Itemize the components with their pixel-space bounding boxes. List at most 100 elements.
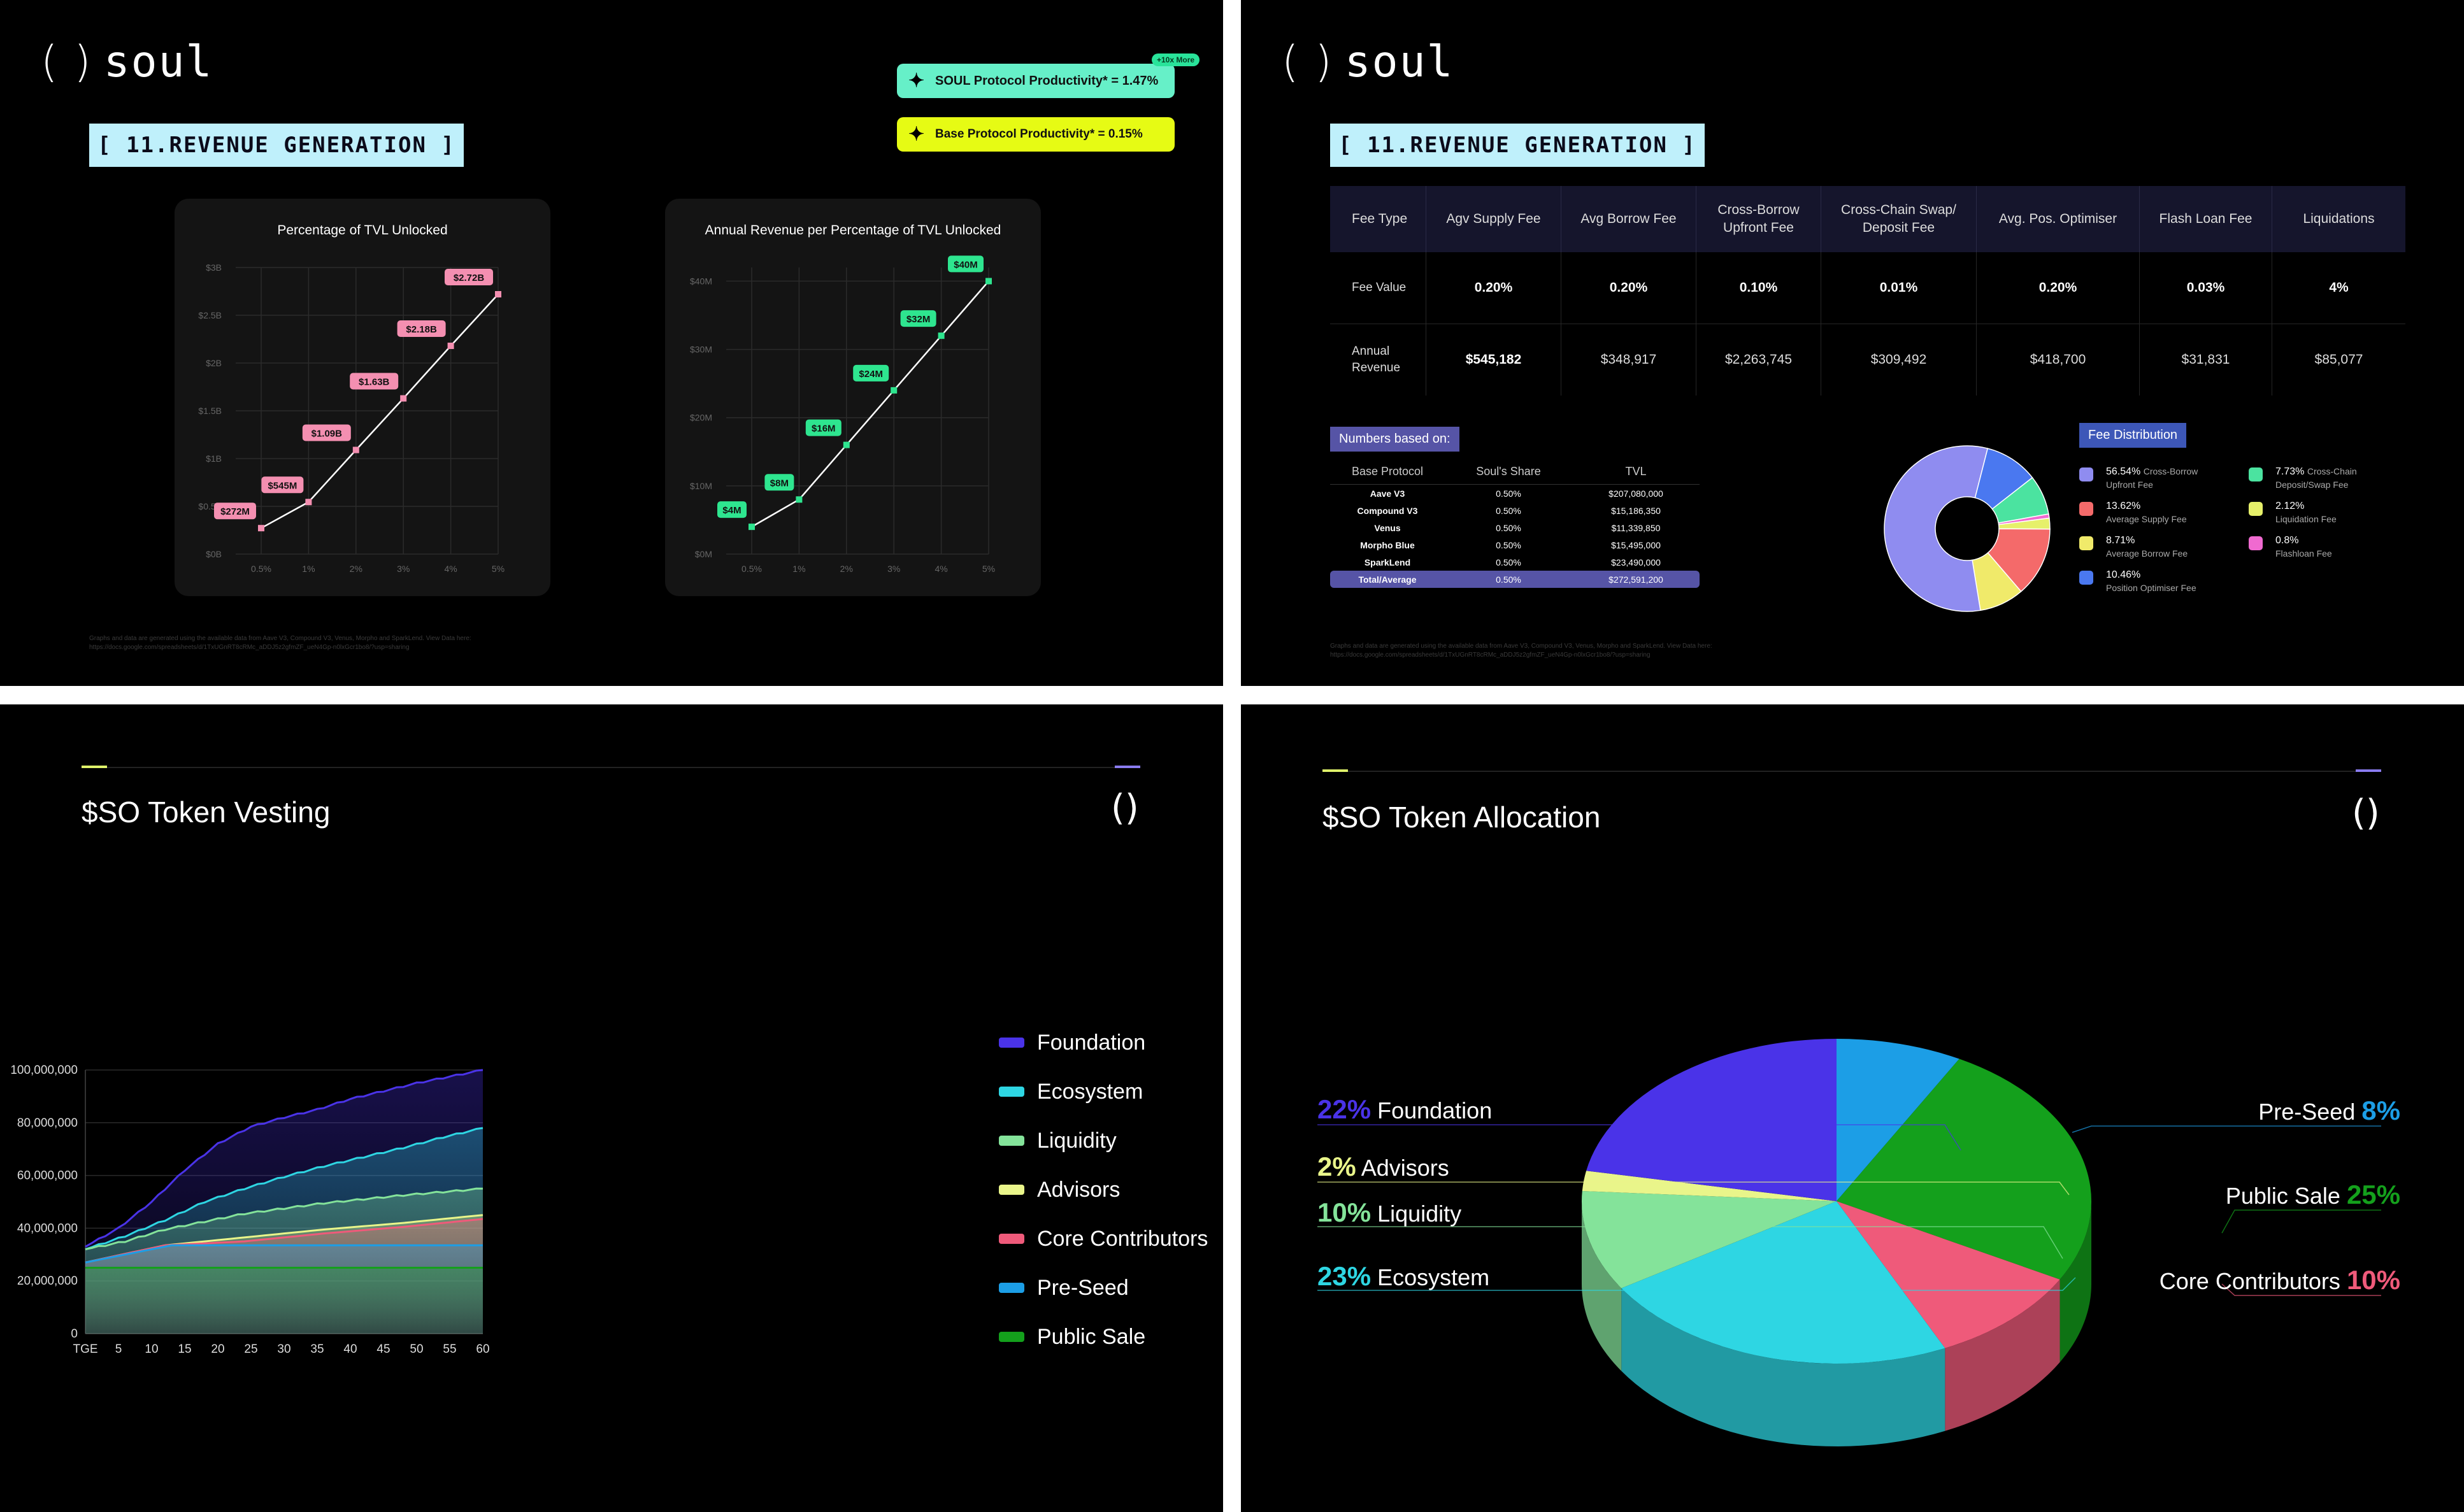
- data-label: $40M: [954, 259, 978, 270]
- x-tick-label: 3%: [397, 564, 410, 574]
- data-label-box: [764, 474, 794, 491]
- legend-swatch: [999, 1087, 1024, 1097]
- x-tick-label: 1%: [792, 564, 805, 574]
- legend-swatch: [999, 1332, 1024, 1342]
- data-point: [749, 524, 755, 531]
- footnote-link[interactable]: https://docs.google.com/spreadsheets/d/1…: [89, 644, 410, 651]
- legend-label: Public Sale: [1037, 1325, 1146, 1349]
- token-allocation-slide: $SO Token Allocation () 22% Foundation 2%…: [1241, 704, 2464, 1512]
- y-tick-label: 60,000,000: [17, 1169, 78, 1183]
- header-cell: Avg Borrow Fee: [1561, 186, 1696, 252]
- base-productivity-text: Base Protocol Productivity* = 0.15%: [935, 127, 1143, 141]
- revenue-generation-charts-slide: ( ) soul [ 11.REVENUE GENERATION ] ✦ SOUL…: [0, 0, 1223, 686]
- pie-side-liquidity: [1582, 1201, 1622, 1371]
- y-tick-label: $2B: [206, 358, 222, 368]
- leader-line: [1317, 1181, 2070, 1195]
- data-label-box: [717, 501, 747, 518]
- fee-value-row: Fee Value 0.20% 0.20% 0.10% 0.01% 0.20% …: [1330, 252, 2405, 324]
- legend-label: Core Contributors: [1037, 1227, 1208, 1251]
- numbers-header: Base Protocol Soul's Share TVL: [1330, 459, 1700, 485]
- top-accent-right: [2356, 769, 2381, 772]
- numbers-row: Venus 0.50% $11,339,850: [1330, 519, 1700, 536]
- numbers-cell: $11,339,850: [1611, 522, 1661, 533]
- numbers-row: Morpho Blue 0.50% $15,495,000: [1330, 536, 1700, 553]
- data-point: [305, 499, 312, 506]
- table-cell: $2,263,745: [1696, 324, 1821, 396]
- legend-swatch: [2249, 467, 2263, 481]
- header-cell: Liquidations: [2272, 186, 2405, 252]
- y-tick-label: 40,000,000: [17, 1222, 78, 1235]
- data-point: [938, 332, 945, 339]
- numbers-total-row: Total/Average 0.50% $272,591,200: [1330, 571, 1700, 588]
- y-tick-label: $1B: [206, 453, 222, 464]
- y-tick-label: $20M: [690, 413, 712, 423]
- numbers-row: Aave V3 0.50% $207,080,000: [1330, 485, 1700, 502]
- legend-swatch: [999, 1283, 1024, 1293]
- numbers-based-on-chip: Numbers based on:: [1330, 427, 1459, 452]
- legend-swatch: [2079, 502, 2093, 516]
- revenue-generation-table-slide: ( ) soul [ 11.REVENUE GENERATION ] Fee Ty…: [1241, 0, 2464, 686]
- y-tick-label: $3B: [206, 262, 222, 273]
- legend-text: 10.46% Position Optimiser Fee: [2106, 568, 2196, 595]
- slide-title: $SO Token Vesting: [82, 795, 331, 829]
- legend-sub: Deposit/Swap Fee: [2275, 480, 2349, 490]
- tvl-unlocked-chart: Percentage of TVL Unlocked$0B$0.5B$1B$1.…: [198, 223, 505, 574]
- pie-slice-foundation: [1586, 1039, 1837, 1201]
- legend-sub: Average Borrow Fee: [2106, 548, 2188, 559]
- slide-title: $SO Token Allocation: [1322, 801, 1601, 834]
- data-point: [985, 278, 992, 285]
- x-tick-label: 50: [410, 1343, 423, 1356]
- header-cell: Cross-Chain Swap/ Deposit Fee: [1821, 186, 1976, 252]
- allocation-name: Pre-Seed: [2258, 1099, 2356, 1125]
- allocation-name: Ecosystem: [1377, 1264, 1490, 1290]
- legend-label: Advisors: [1037, 1178, 1121, 1202]
- annual-revenue-chart: Annual Revenue per Percentage of TVL Unl…: [690, 223, 1001, 574]
- chart-title: Annual Revenue per Percentage of TVL Unl…: [705, 223, 1001, 238]
- x-tick-label: 30: [277, 1343, 290, 1356]
- x-tick-label: 4%: [444, 564, 457, 574]
- more-badge: +10x More: [1152, 53, 1200, 66]
- data-point: [843, 441, 850, 448]
- chart-title: Percentage of TVL Unlocked: [277, 223, 447, 238]
- series-line: [751, 280, 989, 528]
- data-label-box: [302, 424, 351, 441]
- data-label-box: [900, 310, 936, 327]
- legend-label: Liquidity: [1037, 1129, 1117, 1153]
- top-accent-left: [82, 766, 107, 768]
- footnote-link[interactable]: https://docs.google.com/spreadsheets/d/1…: [1330, 652, 1651, 659]
- x-tick-label: 25: [244, 1343, 257, 1356]
- numbers-cell: Compound V3: [1357, 505, 1418, 516]
- x-tick-label: 45: [376, 1343, 390, 1356]
- x-tick-label: 5: [115, 1343, 122, 1356]
- table-cell: 0.03%: [2139, 252, 2272, 324]
- legend-label: Ecosystem: [1037, 1080, 1143, 1104]
- leader-line: [1317, 1124, 1961, 1151]
- leader-line: [2072, 1125, 2381, 1133]
- header-cell: TVL: [1625, 464, 1647, 478]
- legend-percent: 0.8%: [2275, 535, 2299, 546]
- table-cell: 0.20%: [1561, 252, 1696, 324]
- table-cell: $418,700: [1976, 324, 2139, 396]
- numbers-cell: 0.50%: [1496, 539, 1521, 550]
- table-cell: $85,077: [2272, 324, 2405, 396]
- x-tick-label: 15: [178, 1343, 191, 1356]
- allocation-percent: 10%: [1317, 1197, 1372, 1227]
- numbers-cell: $15,495,000: [1611, 539, 1661, 550]
- token-vesting-slide: $SO Token Vesting () 0 20,000,000 40,000,0…: [0, 704, 1223, 1512]
- data-point: [495, 291, 501, 297]
- allocation-label-advisors: 2% Advisors: [1317, 1152, 1449, 1182]
- x-tick-label: 4%: [935, 564, 947, 574]
- data-label-box: [350, 373, 399, 390]
- fee-distribution-chip: Fee Distribution: [2079, 423, 2187, 448]
- y-tick-label: $30M: [690, 345, 712, 355]
- x-tick-label: 2%: [840, 564, 853, 574]
- table-cell: $545,182: [1426, 324, 1561, 396]
- data-point: [891, 387, 898, 394]
- header-cell: Agv Supply Fee: [1426, 186, 1561, 252]
- legend-sub: Flashloan Fee: [2275, 548, 2332, 559]
- header-cell: Flash Loan Fee: [2139, 186, 2272, 252]
- x-tick-label: 0.5%: [741, 564, 762, 574]
- fee-table-header: Fee Type Agv Supply Fee Avg Borrow Fee C…: [1330, 186, 2405, 252]
- pie-slice-advisors: [1582, 1171, 1837, 1201]
- numbers-row: Compound V3 0.50% $15,186,350: [1330, 502, 1700, 519]
